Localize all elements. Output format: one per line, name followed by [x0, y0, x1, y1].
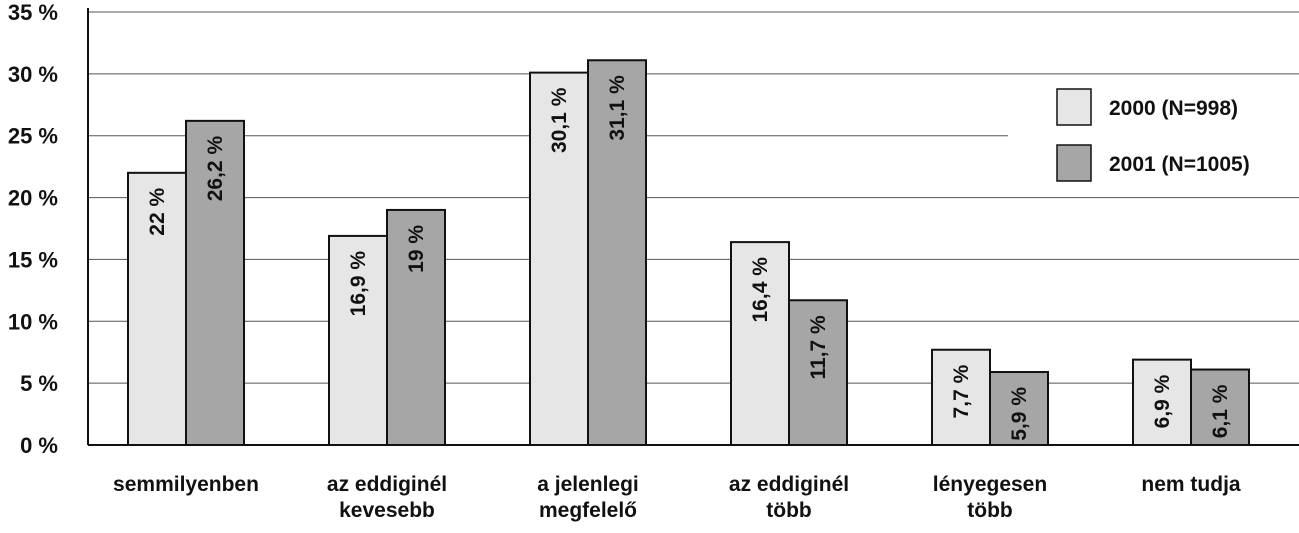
legend-swatch	[1056, 88, 1092, 126]
y-tick-label: 5 %	[20, 371, 58, 396]
category-label: lényegesen több	[933, 473, 1047, 522]
bar-value-label: 31,1 %	[606, 75, 629, 141]
bar-value-label: 6,9 %	[1151, 374, 1174, 428]
bar	[386, 208, 446, 446]
y-tick-label: 20 %	[8, 186, 58, 211]
y-tick-label: 10 %	[8, 309, 58, 334]
bar	[529, 71, 589, 447]
legend-label: 2001 (N=1005)	[1109, 153, 1250, 176]
bar-value-label: 6,1 %	[1209, 384, 1232, 438]
category-label: nem tudja	[1141, 473, 1240, 496]
gridlines	[88, 11, 1299, 384]
legend: 2000 (N=998) 2001 (N=1005)	[1056, 88, 1250, 182]
legend-swatch	[1056, 144, 1092, 182]
bar-value-label: 26,2 %	[204, 136, 227, 202]
bar	[788, 299, 848, 446]
y-tick-label: 35 %	[8, 0, 58, 25]
y-tick-label: 25 %	[8, 124, 58, 149]
y-tick-label: 30 %	[8, 62, 58, 87]
bars	[127, 59, 1250, 447]
bar-value-label: 19 %	[405, 225, 428, 273]
bar	[587, 59, 647, 447]
bar-value-label: 11,7 %	[807, 315, 830, 380]
y-tick-label: 0 %	[20, 433, 58, 458]
category-label: az eddiginél több	[729, 473, 849, 522]
category-label: a jelenlegi megfelelő	[537, 473, 639, 522]
category-label: az eddiginél kevesebb	[327, 473, 447, 522]
bar	[989, 371, 1049, 447]
y-tick-label: 15 %	[8, 247, 58, 272]
bar	[185, 119, 245, 447]
data-labels: 22 % 26,2 % 16,9 % 19 % 30,1 % 31,1 % 16,4 % 11…	[146, 75, 1232, 441]
bar-value-label: 22 %	[146, 188, 169, 236]
category-label: semmilyenben	[113, 473, 259, 496]
bar-value-label: 16,9 %	[347, 251, 370, 317]
bar-value-label: 7,7 %	[950, 364, 973, 418]
axes: 0 % 5 % 10 % 15 % 20 % 25 % 30 % 35 % semmilyenb…	[8, 0, 1299, 522]
bar-value-label: 5,9 %	[1008, 387, 1031, 441]
bar	[328, 234, 388, 446]
legend-label: 2000 (N=998)	[1109, 97, 1238, 120]
bar	[1190, 368, 1250, 446]
bar-value-label: 30,1 %	[548, 87, 571, 153]
bar-value-label: 16,4 %	[749, 257, 772, 323]
bar	[1132, 358, 1192, 446]
